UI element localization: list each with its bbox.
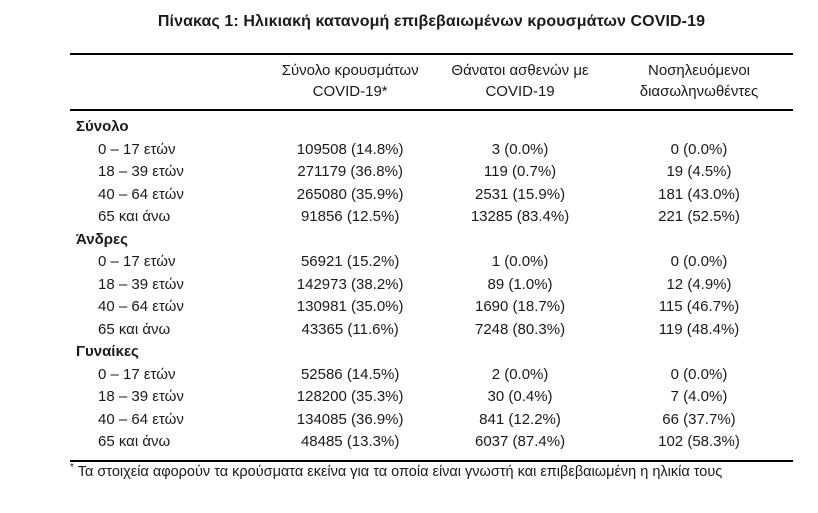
intubated-cell: 12 (4.9%) — [666, 275, 732, 293]
footnote-asterisk: * — [70, 462, 74, 473]
header-row: Σύνολο κρουσμάτων COVID-19* Θάνατοι ασθε… — [70, 54, 793, 110]
age-group-label: 65 και άνω — [98, 433, 171, 450]
table-row: 0 – 17 ετών 56921 (15.2%) 1 (0.0%) 0 (0.… — [70, 251, 793, 274]
column-header-line: Νοσηλευόμενοι — [647, 62, 750, 79]
deaths-cell: 6037 (87.4%) — [475, 433, 566, 450]
table-row: 40 – 64 ετών 130981 (35.0%) 1690 (18.7%)… — [70, 296, 793, 319]
table-row: 65 και άνω 48485 (13.3%) 6037 (87.4%) 10… — [70, 431, 793, 461]
intubated-cell: 221 (52.5%) — [658, 208, 740, 225]
intubated-cell: 19 (4.5%) — [666, 163, 732, 180]
column-header-line: διασωληνωθέντες — [639, 83, 759, 100]
age-group-label: 0 – 17 ετών — [98, 365, 176, 383]
covid-age-table: Σύνολο κρουσμάτων COVID-19* Θάνατοι ασθε… — [70, 53, 793, 462]
table-row: 40 – 64 ετών 134085 (36.9%) 841 (12.2%) … — [70, 409, 793, 432]
footnote-text: Τα στοιχεία αφορούν τα κρούσματα εκείνα … — [77, 463, 723, 480]
intubated-cell: 66 (37.7%) — [662, 410, 736, 428]
deaths-cell: 119 (0.7%) — [483, 163, 557, 180]
table-row: 40 – 64 ετών 265080 (35.9%) 2531 (15.9%)… — [70, 184, 793, 207]
age-group-label: 40 – 64 ετών — [98, 410, 184, 428]
deaths-cell: 30 (0.4%) — [487, 388, 553, 405]
age-group-label: 40 – 64 ετών — [98, 298, 184, 315]
cases-cell: 43365 (11.6%) — [301, 320, 399, 338]
age-group-label: 65 και άνω — [98, 208, 171, 225]
table-row: 0 – 17 ετών 52586 (14.5%) 2 (0.0%) 0 (0.… — [70, 364, 793, 387]
page-title: Πίνακας 1: Ηλικιακή κατανομή επιβεβαιωμέ… — [157, 13, 706, 30]
intubated-cell: 0 (0.0%) — [670, 140, 728, 158]
deaths-cell: 1690 (18.7%) — [475, 298, 566, 315]
table-row: 65 και άνω 43365 (11.6%) 7248 (80.3%) 11… — [70, 319, 793, 342]
empty-header-cell — [70, 54, 265, 110]
footnote: * Τα στοιχεία αφορούν τα κρούσματα εκείν… — [70, 458, 810, 482]
table-row: 0 – 17 ετών 109508 (14.8%) 3 (0.0%) 0 (0… — [70, 139, 793, 162]
intubated-cell: 7 (4.0%) — [670, 388, 728, 405]
cases-cell: 265080 (35.9%) — [296, 185, 404, 203]
age-group-label: 18 – 39 ετών — [98, 163, 184, 180]
deaths-cell: 2 (0.0%) — [491, 365, 549, 383]
deaths-cell: 13285 (83.4%) — [470, 208, 570, 225]
deaths-cell: 841 (12.2%) — [479, 410, 561, 428]
cases-cell: 128200 (35.3%) — [296, 388, 404, 405]
table-row: 18 – 39 ετών 271179 (36.8%) 119 (0.7%) 1… — [70, 161, 793, 184]
deaths-cell: 7248 (80.3%) — [475, 320, 566, 338]
age-group-label: 40 – 64 ετών — [98, 185, 184, 203]
section-header-row: Γυναίκες — [70, 341, 793, 364]
age-group-label: 18 – 39 ετών — [98, 275, 184, 293]
intubated-cell: 102 (58.3%) — [658, 433, 740, 450]
age-group-label: 0 – 17 ετών — [98, 253, 176, 270]
cases-cell: 109508 (14.8%) — [296, 140, 404, 158]
intubated-cell: 181 (43.0%) — [658, 185, 740, 203]
section-label: Σύνολο — [76, 118, 129, 135]
table-row: 18 – 39 ετών 128200 (35.3%) 30 (0.4%) 7 … — [70, 386, 793, 409]
cases-cell: 271179 (36.8%) — [297, 163, 403, 180]
deaths-cell: 89 (1.0%) — [487, 275, 553, 293]
cases-cell: 91856 (12.5%) — [300, 208, 400, 225]
cases-cell: 56921 (15.2%) — [300, 253, 400, 270]
section-header-row: Άνδρες — [70, 229, 793, 252]
cases-cell: 134085 (36.9%) — [296, 410, 404, 428]
intubated-cell: 0 (0.0%) — [670, 253, 728, 270]
deaths-cell: 2531 (15.9%) — [475, 185, 566, 203]
column-header-intubated: Νοσηλευόμενοι διασωληνωθέντες — [605, 54, 793, 110]
age-group-label: 0 – 17 ετών — [98, 140, 176, 158]
intubated-cell: 115 (46.7%) — [658, 298, 740, 315]
cases-cell: 130981 (35.0%) — [296, 298, 404, 315]
cases-cell: 48485 (13.3%) — [300, 433, 400, 450]
column-header-line: Σύνολο κρουσμάτων — [281, 62, 419, 79]
age-group-label: 65 και άνω — [98, 320, 171, 338]
section-label: Γυναίκες — [76, 343, 139, 360]
cases-cell: 142973 (38.2%) — [296, 275, 404, 293]
column-header-deaths: Θάνατοι ασθενών με COVID-19 — [435, 54, 605, 110]
column-header-line: COVID-19 — [485, 83, 555, 100]
deaths-cell: 1 (0.0%) — [491, 253, 549, 270]
table-row: 18 – 39 ετών 142973 (38.2%) 89 (1.0%) 12… — [70, 274, 793, 297]
age-group-label: 18 – 39 ετών — [98, 388, 184, 405]
table-row: 65 και άνω 91856 (12.5%) 13285 (83.4%) 2… — [70, 206, 793, 229]
deaths-cell: 3 (0.0%) — [491, 140, 549, 158]
cases-cell: 52586 (14.5%) — [300, 365, 400, 383]
column-header-line: Θάνατοι ασθενών με — [451, 62, 589, 79]
section-label: Άνδρες — [76, 230, 128, 248]
section-header-row: Σύνολο — [70, 110, 793, 139]
column-header-line: COVID-19* — [312, 83, 388, 100]
covid-age-table-container: Σύνολο κρουσμάτων COVID-19* Θάνατοι ασθε… — [70, 53, 793, 462]
intubated-cell: 0 (0.0%) — [670, 365, 728, 383]
column-header-total-cases: Σύνολο κρουσμάτων COVID-19* — [265, 54, 435, 110]
intubated-cell: 119 (48.4%) — [658, 320, 740, 338]
